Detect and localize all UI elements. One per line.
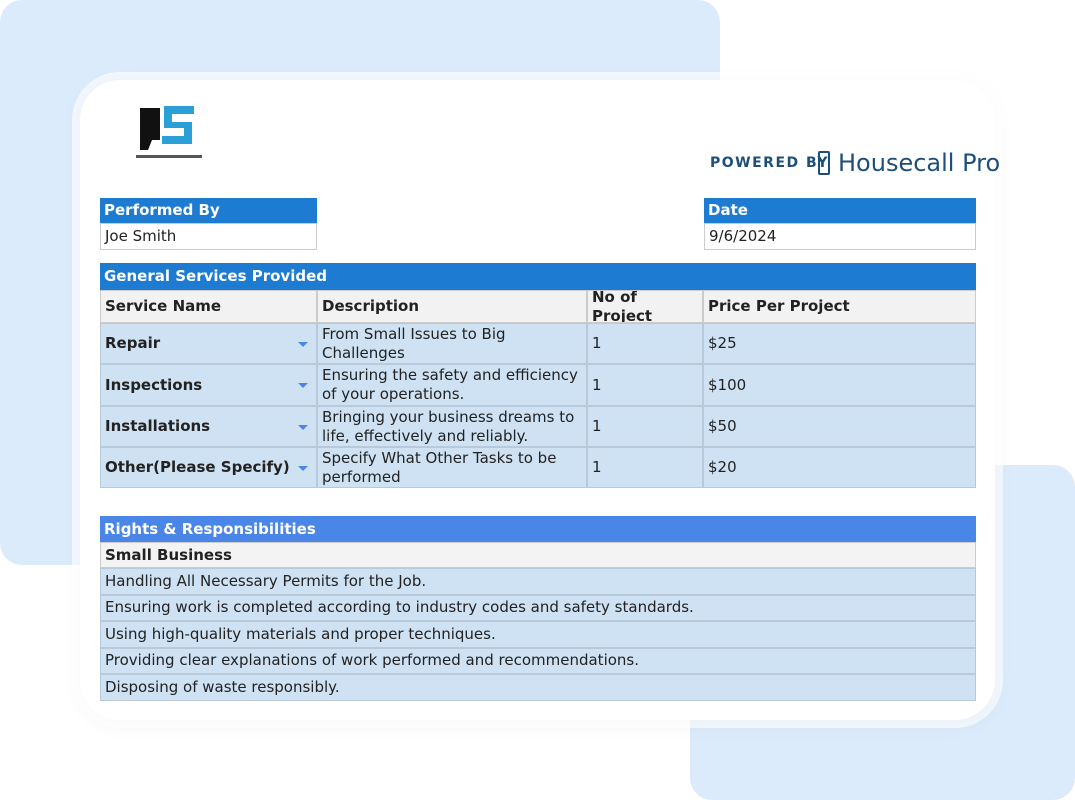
section-subtitle: Small Business <box>100 542 976 568</box>
table-cell: Bringing your business dreams to life, e… <box>317 406 587 447</box>
dropdown-arrow[interactable] <box>298 341 308 347</box>
service-name[interactable]: Inspections <box>100 364 317 406</box>
table-cell: $20 <box>703 447 976 488</box>
section-title: General Services Provided <box>100 263 976 290</box>
service-name[interactable]: Other(Please Specify) <box>100 447 317 488</box>
table-cell: 1 <box>587 447 703 488</box>
table-cell: $25 <box>703 323 976 364</box>
table-cell: 1 <box>587 406 703 447</box>
provider-name: Housecall Pro <box>818 148 1000 178</box>
column-header: Price Per Project <box>703 290 976 323</box>
table-cell: $100 <box>703 364 976 406</box>
field-value[interactable]: 9/6/2024 <box>704 223 976 250</box>
field-label: Performed By <box>100 198 317 223</box>
table-cell: Ensuring the safety and efficiency of yo… <box>317 364 587 406</box>
responsibility-item: Providing clear explanations of work per… <box>100 647 976 674</box>
column-header: Description <box>317 290 587 323</box>
column-header: No of Project <box>587 290 703 323</box>
field-value[interactable]: Joe Smith <box>100 223 317 250</box>
responsibility-item: Using high-quality materials and proper … <box>100 621 976 648</box>
responsibility-item: Handling All Necessary Permits for the J… <box>100 568 976 595</box>
field-label: Date <box>704 198 976 223</box>
section-title: Rights & Responsibilities <box>100 516 976 542</box>
provider-text: Housecall Pro <box>838 148 1001 177</box>
table-cell: $50 <box>703 406 976 447</box>
service-name[interactable]: Installations <box>100 406 317 447</box>
column-header: Service Name <box>100 290 317 323</box>
logo <box>136 106 202 158</box>
dropdown-arrow[interactable] <box>298 424 308 430</box>
responsibility-item: Disposing of waste responsibly. <box>100 674 976 701</box>
powered-by: POWERED BY <box>710 154 830 171</box>
table-cell: From Small Issues to Big Challenges <box>317 323 587 364</box>
dropdown-arrow[interactable] <box>298 465 308 471</box>
service-name[interactable]: Repair <box>100 323 317 364</box>
table-cell: 1 <box>587 364 703 406</box>
table-cell: 1 <box>587 323 703 364</box>
responsibility-item: Ensuring work is completed according to … <box>100 594 976 621</box>
dropdown-arrow[interactable] <box>298 383 308 388</box>
table-cell: Specify What Other Tasks to be performed <box>317 447 587 488</box>
